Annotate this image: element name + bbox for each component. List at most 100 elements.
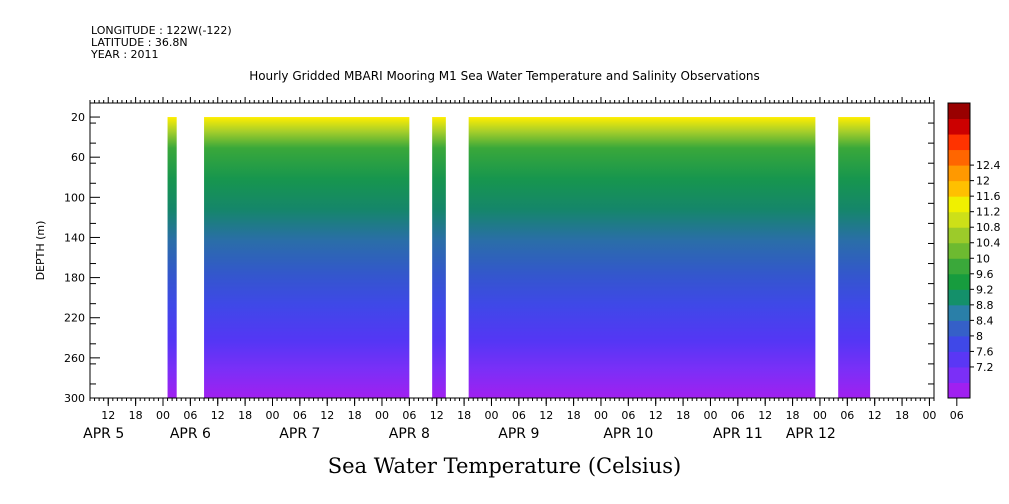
colorbar-label: 8.8 xyxy=(976,299,994,312)
x-tick-label: 00 xyxy=(594,409,608,422)
colorbar-swatch xyxy=(948,366,970,383)
colorbar-label: 8 xyxy=(976,330,983,343)
colorbar-frame xyxy=(947,102,971,399)
colorbar-swatch xyxy=(948,273,970,290)
x-tick-label: 00 xyxy=(922,409,936,422)
x-tick-label: 00 xyxy=(703,409,717,422)
colorbar-label: 8.4 xyxy=(976,314,994,327)
y-tick-label: 260 xyxy=(64,352,85,365)
colorbar-swatch xyxy=(948,289,970,306)
x-tick-label: 12 xyxy=(758,409,772,422)
x-tick-label: 06 xyxy=(621,409,635,422)
x-tick-label: 12 xyxy=(430,409,444,422)
data-segment-0 xyxy=(167,117,177,399)
x-tick-label: 06 xyxy=(293,409,307,422)
x-tick-label: 18 xyxy=(238,409,252,422)
colorbar-label: 10.8 xyxy=(976,221,1001,234)
x-tick-label: 18 xyxy=(457,409,471,422)
day-label: APR 5 xyxy=(83,426,124,442)
x-tick-label: 06 xyxy=(183,409,197,422)
colorbar-label: 11.6 xyxy=(976,190,1001,203)
colorbar-swatch xyxy=(948,118,970,135)
colorbar-swatch xyxy=(948,320,970,337)
colorbar-label: 12 xyxy=(976,175,990,188)
y-tick-label: 220 xyxy=(64,312,85,325)
colorbar-swatch xyxy=(948,351,970,368)
y-tick-label: 100 xyxy=(64,191,85,204)
x-tick-label: 06 xyxy=(402,409,416,422)
data-segment-2 xyxy=(432,117,446,399)
x-tick-label: 18 xyxy=(348,409,362,422)
y-tick-label: 300 xyxy=(64,392,85,405)
plot-frame xyxy=(89,102,935,399)
y-tick-label: 20 xyxy=(71,111,85,124)
colorbar-swatch xyxy=(948,227,970,244)
day-label: APR 7 xyxy=(279,426,320,442)
x-tick-label: 00 xyxy=(375,409,389,422)
x-tick-label: 12 xyxy=(320,409,334,422)
x-tick-label: 00 xyxy=(156,409,170,422)
x-tick-label: 18 xyxy=(129,409,143,422)
x-tick-label: 00 xyxy=(265,409,279,422)
colorbar-swatch xyxy=(948,149,970,166)
colorbar-label: 7.2 xyxy=(976,361,994,374)
colorbar-swatch xyxy=(948,382,970,399)
x-tick-label: 00 xyxy=(813,409,827,422)
colorbar-swatch xyxy=(948,180,970,197)
data-segment-4 xyxy=(838,117,871,399)
colorbar-label: 10.4 xyxy=(976,237,1001,250)
x-tick-label: 00 xyxy=(484,409,498,422)
colorbar-swatch xyxy=(948,196,970,213)
x-axis-label: Sea Water Temperature (Celsius) xyxy=(327,454,682,478)
y-axis-label: DEPTH (m) xyxy=(34,221,47,281)
data-segment-1 xyxy=(204,117,410,399)
x-tick-label: 18 xyxy=(786,409,800,422)
x-tick-label: 06 xyxy=(840,409,854,422)
x-tick-label: 06 xyxy=(512,409,526,422)
latitude-label: LATITUDE : 36.8N xyxy=(91,36,188,49)
x-tick-label: 06 xyxy=(731,409,745,422)
colorbar-label: 7.6 xyxy=(976,345,994,358)
y-tick-label: 180 xyxy=(64,272,85,285)
x-tick-label: 12 xyxy=(868,409,882,422)
colorbar-label: 9.2 xyxy=(976,283,994,296)
x-tick-label: 18 xyxy=(895,409,909,422)
y-tick-label: 60 xyxy=(71,151,85,164)
day-label: APR 6 xyxy=(170,426,211,442)
x-tick-label: 12 xyxy=(649,409,663,422)
colorbar-label: 10 xyxy=(976,252,990,265)
x-tick-label: 12 xyxy=(101,409,115,422)
colorbar-swatch xyxy=(948,165,970,182)
y-tick-label: 140 xyxy=(64,231,85,244)
colorbar-swatch xyxy=(948,335,970,352)
y-axis: 20 60 100 140 180 220 260 300 xyxy=(64,102,934,405)
data-segment-3 xyxy=(468,117,816,399)
temperature-field xyxy=(167,117,871,399)
x-tick-label: 18 xyxy=(676,409,690,422)
colorbar-label: 12.4 xyxy=(976,159,1001,172)
x-tick-label: 18 xyxy=(567,409,581,422)
longitude-label: LONGITUDE : 122W(-122) xyxy=(91,24,232,37)
colorbar-swatch xyxy=(948,258,970,275)
chart-title: Hourly Gridded MBARI Mooring M1 Sea Wate… xyxy=(249,69,760,83)
x-axis: 12 18 00 06 12 18 00 06 12 18 00 06 12 18 00 06 12 18 00 06… xyxy=(83,97,964,442)
colorbar-swatch xyxy=(948,134,970,151)
colorbar-label: 11.2 xyxy=(976,206,1001,219)
colorbar-label: 9.6 xyxy=(976,268,994,281)
x-tick-label: 12 xyxy=(539,409,553,422)
metadata-block: LONGITUDE : 122W(-122) LATITUDE : 36.8N … xyxy=(91,25,232,61)
colorbar: 7.2 7.6 8 8.4 8.8 9.2 9.6 10 10.4 10.8 11.2 11.6 12 1… xyxy=(947,102,1001,399)
day-label: APR 8 xyxy=(389,426,430,442)
x-tick-label: 06 xyxy=(950,409,964,422)
colorbar-swatch xyxy=(948,103,970,120)
day-label: APR 9 xyxy=(498,426,539,442)
colorbar-swatch xyxy=(948,211,970,228)
x-tick-label: 12 xyxy=(211,409,225,422)
day-label: APR 12 xyxy=(786,426,836,442)
year-label: YEAR : 2011 xyxy=(91,48,159,61)
colorbar-swatch xyxy=(948,242,970,259)
day-label: APR 11 xyxy=(713,426,763,442)
colorbar-swatch xyxy=(948,304,970,321)
day-label: APR 10 xyxy=(603,426,653,442)
